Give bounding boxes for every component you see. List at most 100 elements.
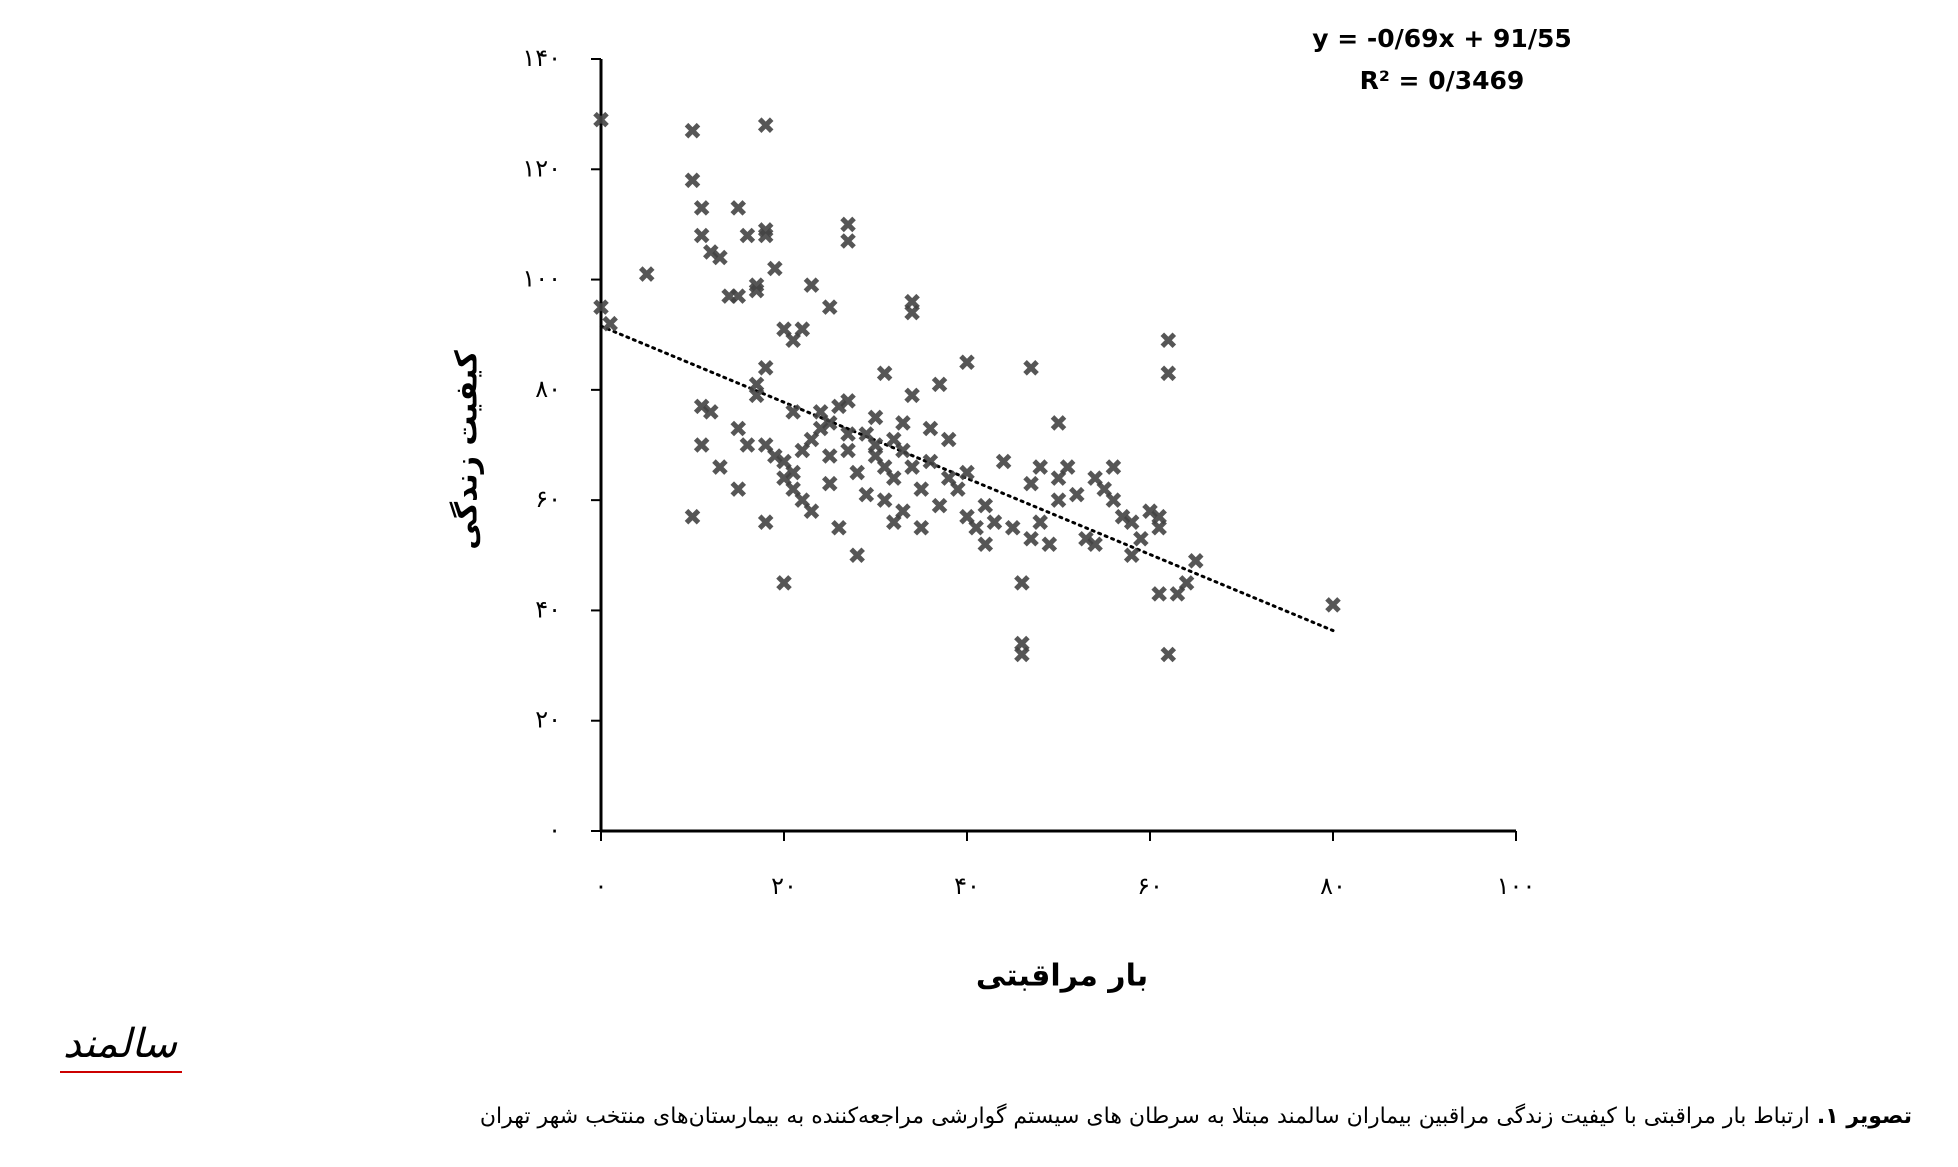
point — [950, 481, 966, 497]
point — [684, 122, 701, 139]
point — [794, 321, 811, 337]
point — [1151, 586, 1167, 602]
point — [831, 398, 847, 415]
point — [1087, 536, 1103, 553]
point — [849, 464, 865, 481]
point — [693, 437, 710, 453]
point — [684, 508, 701, 525]
point — [1123, 547, 1140, 564]
point — [1133, 530, 1149, 547]
point — [1050, 470, 1067, 486]
y-tick-label: ۴۰ — [535, 595, 561, 623]
point — [1023, 530, 1039, 547]
equation: y = -0/69x + 91/55 — [1312, 24, 1572, 53]
point — [785, 481, 801, 497]
x-axis-label: بار مراقبتی — [976, 959, 1148, 994]
point — [895, 442, 911, 459]
point — [959, 464, 975, 481]
caption-label: تصویر ۱. — [1816, 1104, 1912, 1129]
point — [840, 216, 856, 233]
point — [703, 404, 719, 420]
point — [638, 266, 655, 282]
y-tick-label: ۱۴۰ — [522, 44, 561, 72]
point — [1114, 508, 1131, 525]
x-tick-label: ۴۰ — [954, 872, 980, 900]
point — [602, 315, 618, 332]
point — [959, 508, 975, 525]
point — [730, 288, 747, 304]
point — [940, 470, 957, 486]
point — [712, 459, 728, 475]
point — [776, 575, 792, 591]
point — [776, 321, 792, 337]
point — [1169, 586, 1186, 602]
point — [1032, 514, 1048, 530]
point — [904, 387, 920, 404]
point — [757, 227, 774, 244]
point — [886, 470, 902, 486]
point — [803, 277, 820, 293]
point — [913, 481, 930, 497]
point — [858, 426, 875, 442]
point — [840, 426, 856, 442]
point — [1160, 365, 1177, 382]
point — [1178, 575, 1195, 591]
point — [730, 420, 747, 437]
point — [757, 437, 774, 453]
point — [776, 453, 792, 470]
point — [757, 514, 774, 530]
point — [1069, 486, 1085, 503]
y-tick-label: ۱۲۰ — [522, 154, 561, 182]
point — [593, 111, 609, 128]
point — [821, 448, 838, 464]
point — [794, 492, 811, 508]
point — [840, 442, 856, 459]
point — [995, 453, 1012, 470]
point — [1123, 514, 1140, 530]
point — [803, 431, 820, 448]
point — [785, 464, 801, 481]
point — [840, 393, 856, 409]
point — [867, 437, 884, 453]
point — [812, 420, 829, 437]
point — [895, 415, 911, 431]
point — [840, 233, 856, 249]
point — [1151, 508, 1167, 525]
point — [803, 503, 820, 519]
point — [867, 409, 884, 426]
point — [904, 304, 920, 321]
point — [1078, 530, 1094, 547]
caption: تصویر ۱. ارتباط بار مراقبتی با کیفیت زند… — [480, 1104, 1912, 1129]
x-tick-label: ۸۰ — [1320, 872, 1346, 900]
point — [977, 497, 994, 514]
point — [931, 376, 948, 393]
point — [904, 459, 920, 475]
point — [922, 453, 939, 470]
point — [1059, 459, 1076, 475]
point — [730, 200, 747, 216]
point — [767, 448, 783, 464]
point — [821, 475, 838, 492]
point — [940, 431, 957, 448]
point — [730, 481, 747, 497]
point — [1050, 492, 1067, 508]
r-squared: R² = 0/3469 — [1360, 66, 1525, 95]
point — [922, 420, 939, 437]
point — [748, 387, 765, 404]
point — [1087, 470, 1103, 486]
point — [895, 503, 911, 519]
y-tick-label: ۲۰ — [535, 706, 561, 734]
point — [785, 332, 801, 348]
point — [693, 398, 710, 415]
point — [712, 249, 728, 266]
y-tick-label: ۶۰ — [535, 485, 561, 513]
point — [593, 299, 609, 315]
point — [739, 437, 756, 453]
point — [876, 459, 893, 475]
point — [693, 200, 710, 216]
point — [1187, 553, 1204, 569]
point — [1105, 492, 1122, 508]
point — [1096, 481, 1113, 497]
point — [821, 415, 838, 431]
